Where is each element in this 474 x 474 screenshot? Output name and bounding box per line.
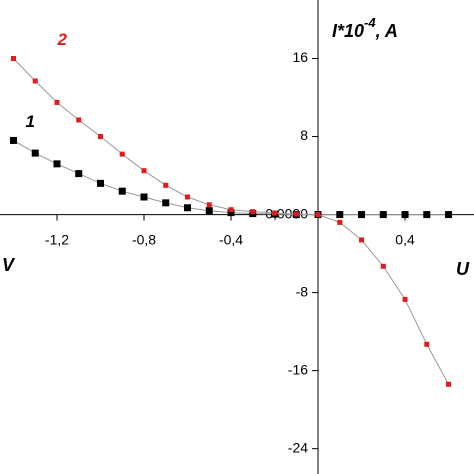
data-point [75,170,83,178]
series-label: 1 [25,112,34,131]
data-point [97,134,103,140]
x-tick-label: -1,2 [45,231,69,247]
data-point [205,207,213,215]
y-axis-title-unit: , A [375,21,398,41]
x-tick-label: -0,4 [219,231,243,247]
y-tick-label: -8 [296,283,309,299]
data-point [227,209,235,217]
x-axis-title: U [456,259,470,279]
data-point [162,199,170,207]
data-point [119,151,125,157]
data-point [163,182,169,188]
data-point [336,211,344,219]
data-point [185,194,191,200]
data-point [272,210,278,216]
y-axis-title-superscript: -4 [364,15,376,30]
data-point [10,56,16,62]
data-point [423,211,431,219]
data-point [206,202,212,208]
series-line [13,58,449,385]
data-point [31,149,39,157]
data-point [446,381,452,387]
data-point [141,168,147,174]
data-point [445,211,453,219]
data-point [9,136,17,144]
y-axis-title: I*10-4, A [332,15,398,40]
series-label: 2 [56,30,67,49]
data-point [32,78,38,84]
data-point [228,207,234,213]
data-point [250,209,256,215]
x-axis-unit: V [2,255,16,275]
data-point [359,237,365,243]
y-tick-label: -16 [288,361,308,377]
data-point [76,117,82,123]
data-point [315,212,321,218]
data-point [358,211,366,219]
data-point [140,193,148,201]
data-point [424,341,430,347]
y-tick-label: 8 [300,127,308,143]
y-axis-title-text: I*10 [332,21,364,41]
data-point [401,211,409,219]
data-point [402,296,408,302]
series-line [13,139,449,216]
data-point [379,211,387,219]
x-tick-label: 0,4 [395,231,415,247]
y-tick-label: 16 [292,49,308,65]
data-point [118,187,126,195]
y-tick-label: -24 [288,439,308,455]
data-point [293,211,299,217]
data-point [96,179,104,187]
data-point [337,219,343,225]
data-point [53,160,61,168]
data-point [380,263,386,269]
x-tick-label: -0,8 [132,231,156,247]
data-point [54,99,60,105]
data-point [184,204,192,212]
